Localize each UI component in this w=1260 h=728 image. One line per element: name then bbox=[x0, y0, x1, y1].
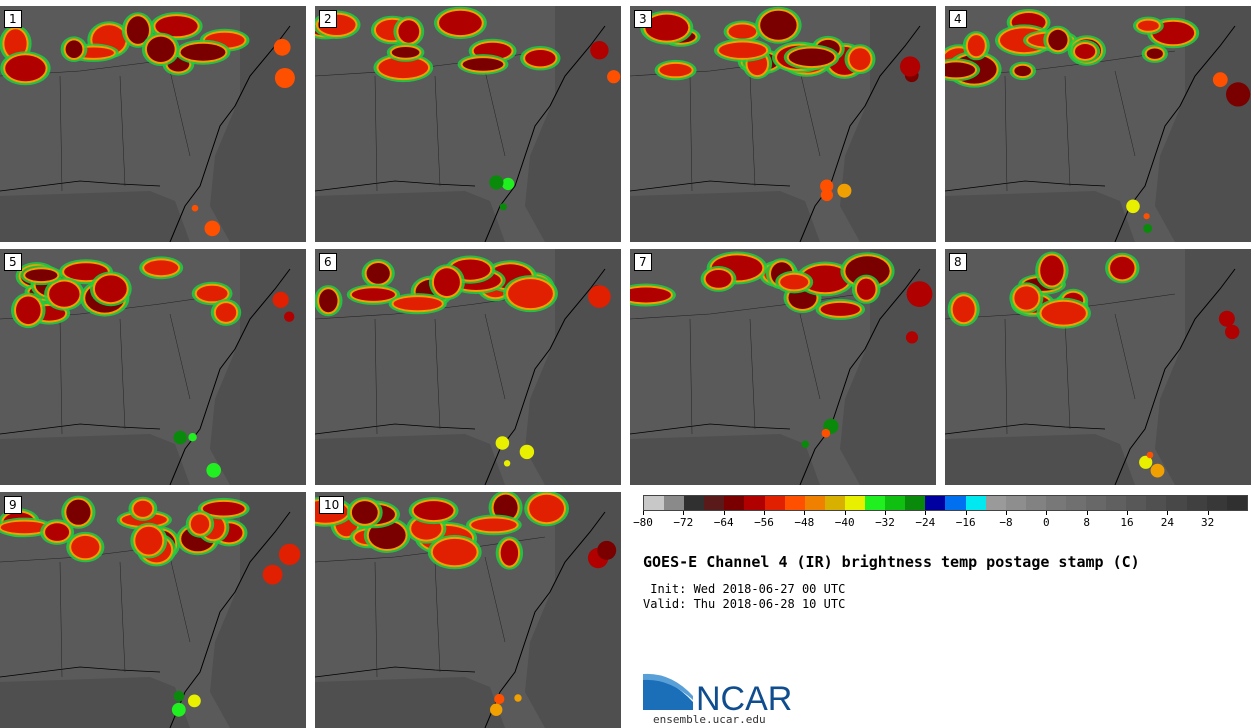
ncar-logo-text: NCAR bbox=[696, 680, 793, 718]
map-panel: 7 bbox=[630, 249, 936, 485]
tick-mark bbox=[965, 511, 967, 515]
colorbar-ticks: −80 −72 −64 −56 −48 −40 −32 −24 −16 −8 0 8 16 24 32 bbox=[633, 511, 1248, 531]
tick-mark bbox=[1167, 511, 1169, 515]
map-graphic bbox=[630, 249, 936, 485]
panel-number: 10 bbox=[319, 496, 345, 514]
colorbar-swatch bbox=[1005, 496, 1026, 510]
tick-mark bbox=[885, 511, 886, 515]
colorbar-swatch bbox=[844, 496, 866, 510]
colorbar-swatch bbox=[945, 496, 966, 510]
colorbar-swatch bbox=[664, 496, 685, 510]
panel-number: 7 bbox=[634, 253, 652, 271]
map-graphic bbox=[0, 249, 306, 485]
colorbar-swatch bbox=[644, 496, 665, 510]
tick-mark bbox=[844, 511, 846, 515]
colorbar-swatch bbox=[1186, 496, 1207, 510]
map-graphic bbox=[0, 492, 306, 728]
tick-label: 0 bbox=[1043, 516, 1050, 529]
tick-label: 24 bbox=[1160, 516, 1174, 529]
colorbar-swatch bbox=[1025, 496, 1046, 510]
tick-mark bbox=[1086, 511, 1088, 515]
tick-mark bbox=[683, 511, 685, 515]
map-graphic bbox=[945, 249, 1251, 485]
tick-label: −24 bbox=[915, 516, 936, 529]
tick-label: −40 bbox=[834, 516, 855, 529]
panel-number: 2 bbox=[319, 10, 337, 28]
colorbar-swatch bbox=[784, 496, 805, 510]
colorbar-swatch bbox=[865, 496, 886, 510]
tick-label: −56 bbox=[754, 516, 774, 529]
panel-number: 8 bbox=[949, 253, 967, 271]
panel-number: 9 bbox=[4, 496, 22, 514]
tick-label: −64 bbox=[713, 516, 734, 529]
map-panel: 2 bbox=[315, 6, 621, 242]
colorbar-swatch bbox=[1146, 496, 1167, 510]
colorbar-swatch bbox=[824, 496, 845, 510]
colorbar-swatch bbox=[804, 496, 825, 510]
map-panel: 9 bbox=[0, 492, 306, 728]
colorbar-swatch bbox=[704, 496, 725, 510]
panel-number: 1 bbox=[4, 10, 22, 28]
tick-label: −72 bbox=[673, 516, 694, 529]
map-panel: 1 bbox=[0, 6, 306, 242]
map-panel: 6 bbox=[315, 249, 621, 485]
tick-label: −32 bbox=[875, 516, 895, 529]
map-graphic bbox=[630, 6, 936, 242]
colorbar-swatch bbox=[684, 496, 705, 510]
init-time: Init: Wed 2018-06-27 00 UTC bbox=[643, 582, 846, 596]
colorbar-swatch bbox=[744, 496, 765, 510]
tick-label: −80 bbox=[633, 516, 653, 529]
map-graphic bbox=[0, 6, 306, 242]
colorbar-swatch bbox=[1045, 496, 1066, 510]
tick-mark bbox=[723, 511, 725, 515]
tick-label: −48 bbox=[794, 516, 815, 529]
colorbar-swatch bbox=[1065, 496, 1087, 510]
tick-mark bbox=[1127, 511, 1128, 515]
colorbar-swatch bbox=[1126, 496, 1147, 510]
colorbar-swatch bbox=[985, 496, 1006, 510]
ncar-logo-icon bbox=[643, 673, 693, 710]
tick-mark bbox=[804, 511, 806, 515]
tick-label: −16 bbox=[955, 516, 976, 529]
valid-time: Valid: Thu 2018-06-28 10 UTC bbox=[643, 597, 846, 611]
colorbar-swatch bbox=[1086, 496, 1107, 510]
colorbar-swatch bbox=[764, 496, 785, 510]
colorbar bbox=[643, 495, 1248, 511]
map-panel: 10 bbox=[315, 492, 621, 728]
tick-mark bbox=[764, 511, 765, 515]
tick-label: 16 bbox=[1120, 516, 1134, 529]
map-graphic bbox=[945, 6, 1251, 242]
tick-mark bbox=[1006, 511, 1007, 515]
map-graphic bbox=[315, 492, 621, 728]
tick-mark bbox=[643, 511, 644, 515]
colorbar-swatch bbox=[925, 496, 946, 510]
map-graphic bbox=[315, 249, 621, 485]
tick-label: −8 bbox=[999, 516, 1013, 529]
map-panel: 3 bbox=[630, 6, 936, 242]
tick-mark bbox=[925, 511, 927, 515]
tick-label: 8 bbox=[1083, 516, 1090, 529]
map-graphic bbox=[315, 6, 621, 242]
colorbar-swatch bbox=[1166, 496, 1187, 510]
colorbar-swatch bbox=[905, 496, 926, 510]
panel-number: 3 bbox=[634, 10, 652, 28]
source-url: ensemble.ucar.edu bbox=[653, 713, 766, 726]
tick-mark bbox=[1207, 511, 1209, 515]
figure-title: GOES-E Channel 4 (IR) brightness temp po… bbox=[643, 553, 1140, 571]
map-panel: 5 bbox=[0, 249, 306, 485]
colorbar-swatch bbox=[965, 496, 986, 510]
colorbar-swatch bbox=[1106, 496, 1127, 510]
tick-mark bbox=[1046, 511, 1048, 515]
panel-number: 4 bbox=[949, 10, 967, 28]
colorbar-swatch bbox=[1206, 496, 1227, 510]
panel-number: 6 bbox=[319, 253, 337, 271]
colorbar-swatch bbox=[724, 496, 745, 510]
colorbar-swatch bbox=[1226, 496, 1247, 510]
panel-number: 5 bbox=[4, 253, 22, 271]
colorbar-swatch bbox=[885, 496, 906, 510]
tick-label: 32 bbox=[1201, 516, 1215, 529]
map-panel: 4 bbox=[945, 6, 1251, 242]
map-panel: 8 bbox=[945, 249, 1251, 485]
